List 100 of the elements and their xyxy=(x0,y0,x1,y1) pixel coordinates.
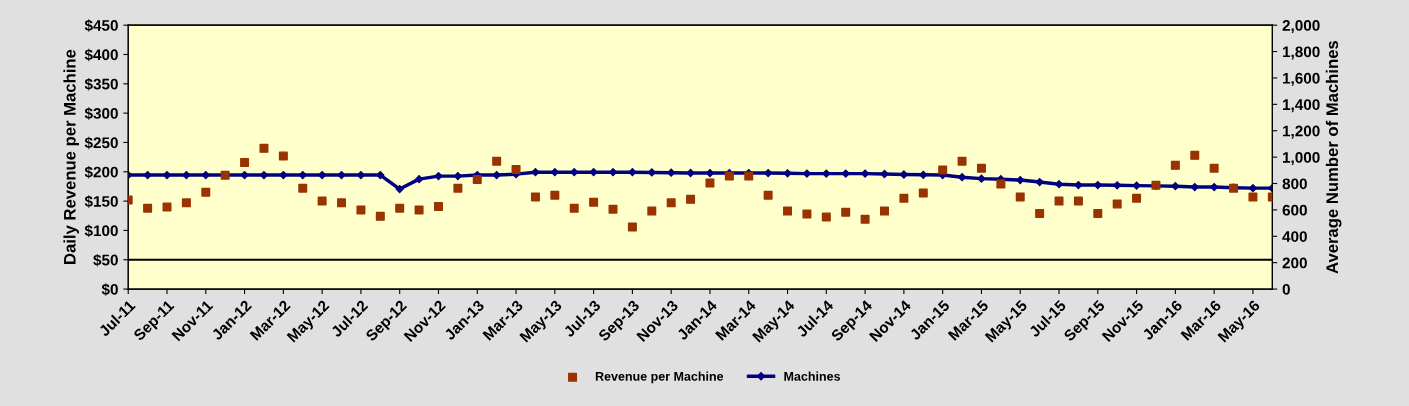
point xyxy=(627,222,637,232)
point xyxy=(589,168,598,177)
point xyxy=(492,170,501,180)
y-tick-label: $350 xyxy=(84,78,118,91)
y2-tick-label: 600 xyxy=(1282,204,1307,216)
point xyxy=(1248,183,1258,193)
point xyxy=(1054,196,1064,206)
point xyxy=(918,188,928,198)
point xyxy=(1016,175,1025,185)
point xyxy=(143,170,152,180)
point xyxy=(201,170,210,180)
y-tick-label: $300 xyxy=(84,107,118,120)
y-tick-label: $150 xyxy=(84,195,118,208)
point xyxy=(763,190,773,200)
point xyxy=(240,157,250,167)
point xyxy=(938,165,948,175)
point xyxy=(802,209,812,219)
point xyxy=(783,169,792,178)
point xyxy=(453,183,463,193)
point xyxy=(162,202,172,212)
y-tick-label: $100 xyxy=(84,224,118,238)
point xyxy=(278,151,288,161)
point xyxy=(1132,181,1141,190)
y2-tick-label: 1,000 xyxy=(1283,151,1320,166)
point xyxy=(570,168,579,177)
point xyxy=(240,170,249,180)
point xyxy=(1209,163,1219,173)
point xyxy=(259,143,269,153)
y2-tick-label: 1,400 xyxy=(1283,99,1320,113)
point xyxy=(1073,196,1083,206)
point xyxy=(279,170,288,180)
y2-tick-label: 400 xyxy=(1282,231,1307,242)
point xyxy=(764,168,773,178)
y-tick-label: $400 xyxy=(84,48,118,62)
point xyxy=(414,175,424,184)
point xyxy=(472,174,482,184)
y-tick-label: $50 xyxy=(93,253,118,267)
y2-tick-label: 800 xyxy=(1282,178,1307,190)
point xyxy=(686,194,696,204)
y2-tick-label: 200 xyxy=(1282,257,1307,269)
point xyxy=(1171,182,1180,191)
point xyxy=(822,169,831,178)
y2-tick-label: 2,000 xyxy=(1282,20,1320,34)
point xyxy=(628,168,637,177)
point xyxy=(1035,208,1045,218)
point xyxy=(1170,160,1180,170)
point xyxy=(337,170,346,180)
point xyxy=(996,179,1006,189)
point xyxy=(395,184,404,194)
y2-tick-label: 1,200 xyxy=(1283,125,1320,139)
point xyxy=(298,183,308,193)
point xyxy=(317,196,327,206)
point xyxy=(1190,150,1200,160)
y-tick-label: $200 xyxy=(84,165,118,179)
point xyxy=(143,203,153,213)
point xyxy=(492,156,502,166)
y2-axis-title: Average Number of Machines xyxy=(1325,40,1342,274)
point xyxy=(356,205,366,215)
point xyxy=(879,206,889,216)
point xyxy=(821,212,831,222)
y-tick-label: $250 xyxy=(84,136,118,150)
point xyxy=(1248,192,1258,202)
y-tick-label: $450 xyxy=(84,19,118,32)
point xyxy=(395,203,405,213)
y2-tick-label: 0 xyxy=(1282,283,1290,295)
point xyxy=(376,170,385,180)
point xyxy=(919,170,928,179)
point xyxy=(1015,192,1025,202)
y2-tick-label: 1,600 xyxy=(1283,72,1320,86)
point xyxy=(1112,199,1122,209)
point xyxy=(1190,182,1199,192)
point xyxy=(841,207,851,217)
point xyxy=(414,205,424,215)
point xyxy=(318,170,327,180)
point xyxy=(182,170,191,180)
point xyxy=(899,193,909,203)
point xyxy=(1113,181,1122,190)
point xyxy=(957,156,967,166)
point xyxy=(1035,177,1044,187)
point xyxy=(705,178,715,188)
point xyxy=(298,170,307,180)
point xyxy=(550,190,560,200)
point xyxy=(569,203,579,213)
point xyxy=(530,192,540,202)
point xyxy=(1093,208,1103,218)
point xyxy=(976,163,986,173)
point xyxy=(589,197,599,207)
point xyxy=(1093,180,1102,190)
y-tick-label: $0 xyxy=(101,283,118,296)
point xyxy=(783,206,793,216)
point xyxy=(647,206,657,216)
point xyxy=(550,168,559,177)
legend-label: Machines xyxy=(784,371,840,381)
legend-label: Revenue per Machine xyxy=(595,371,724,384)
point xyxy=(977,174,986,183)
point xyxy=(608,204,618,214)
y2-tick-label: 1,800 xyxy=(1283,46,1320,60)
point xyxy=(162,170,172,180)
point xyxy=(181,198,191,208)
point xyxy=(1210,182,1219,192)
